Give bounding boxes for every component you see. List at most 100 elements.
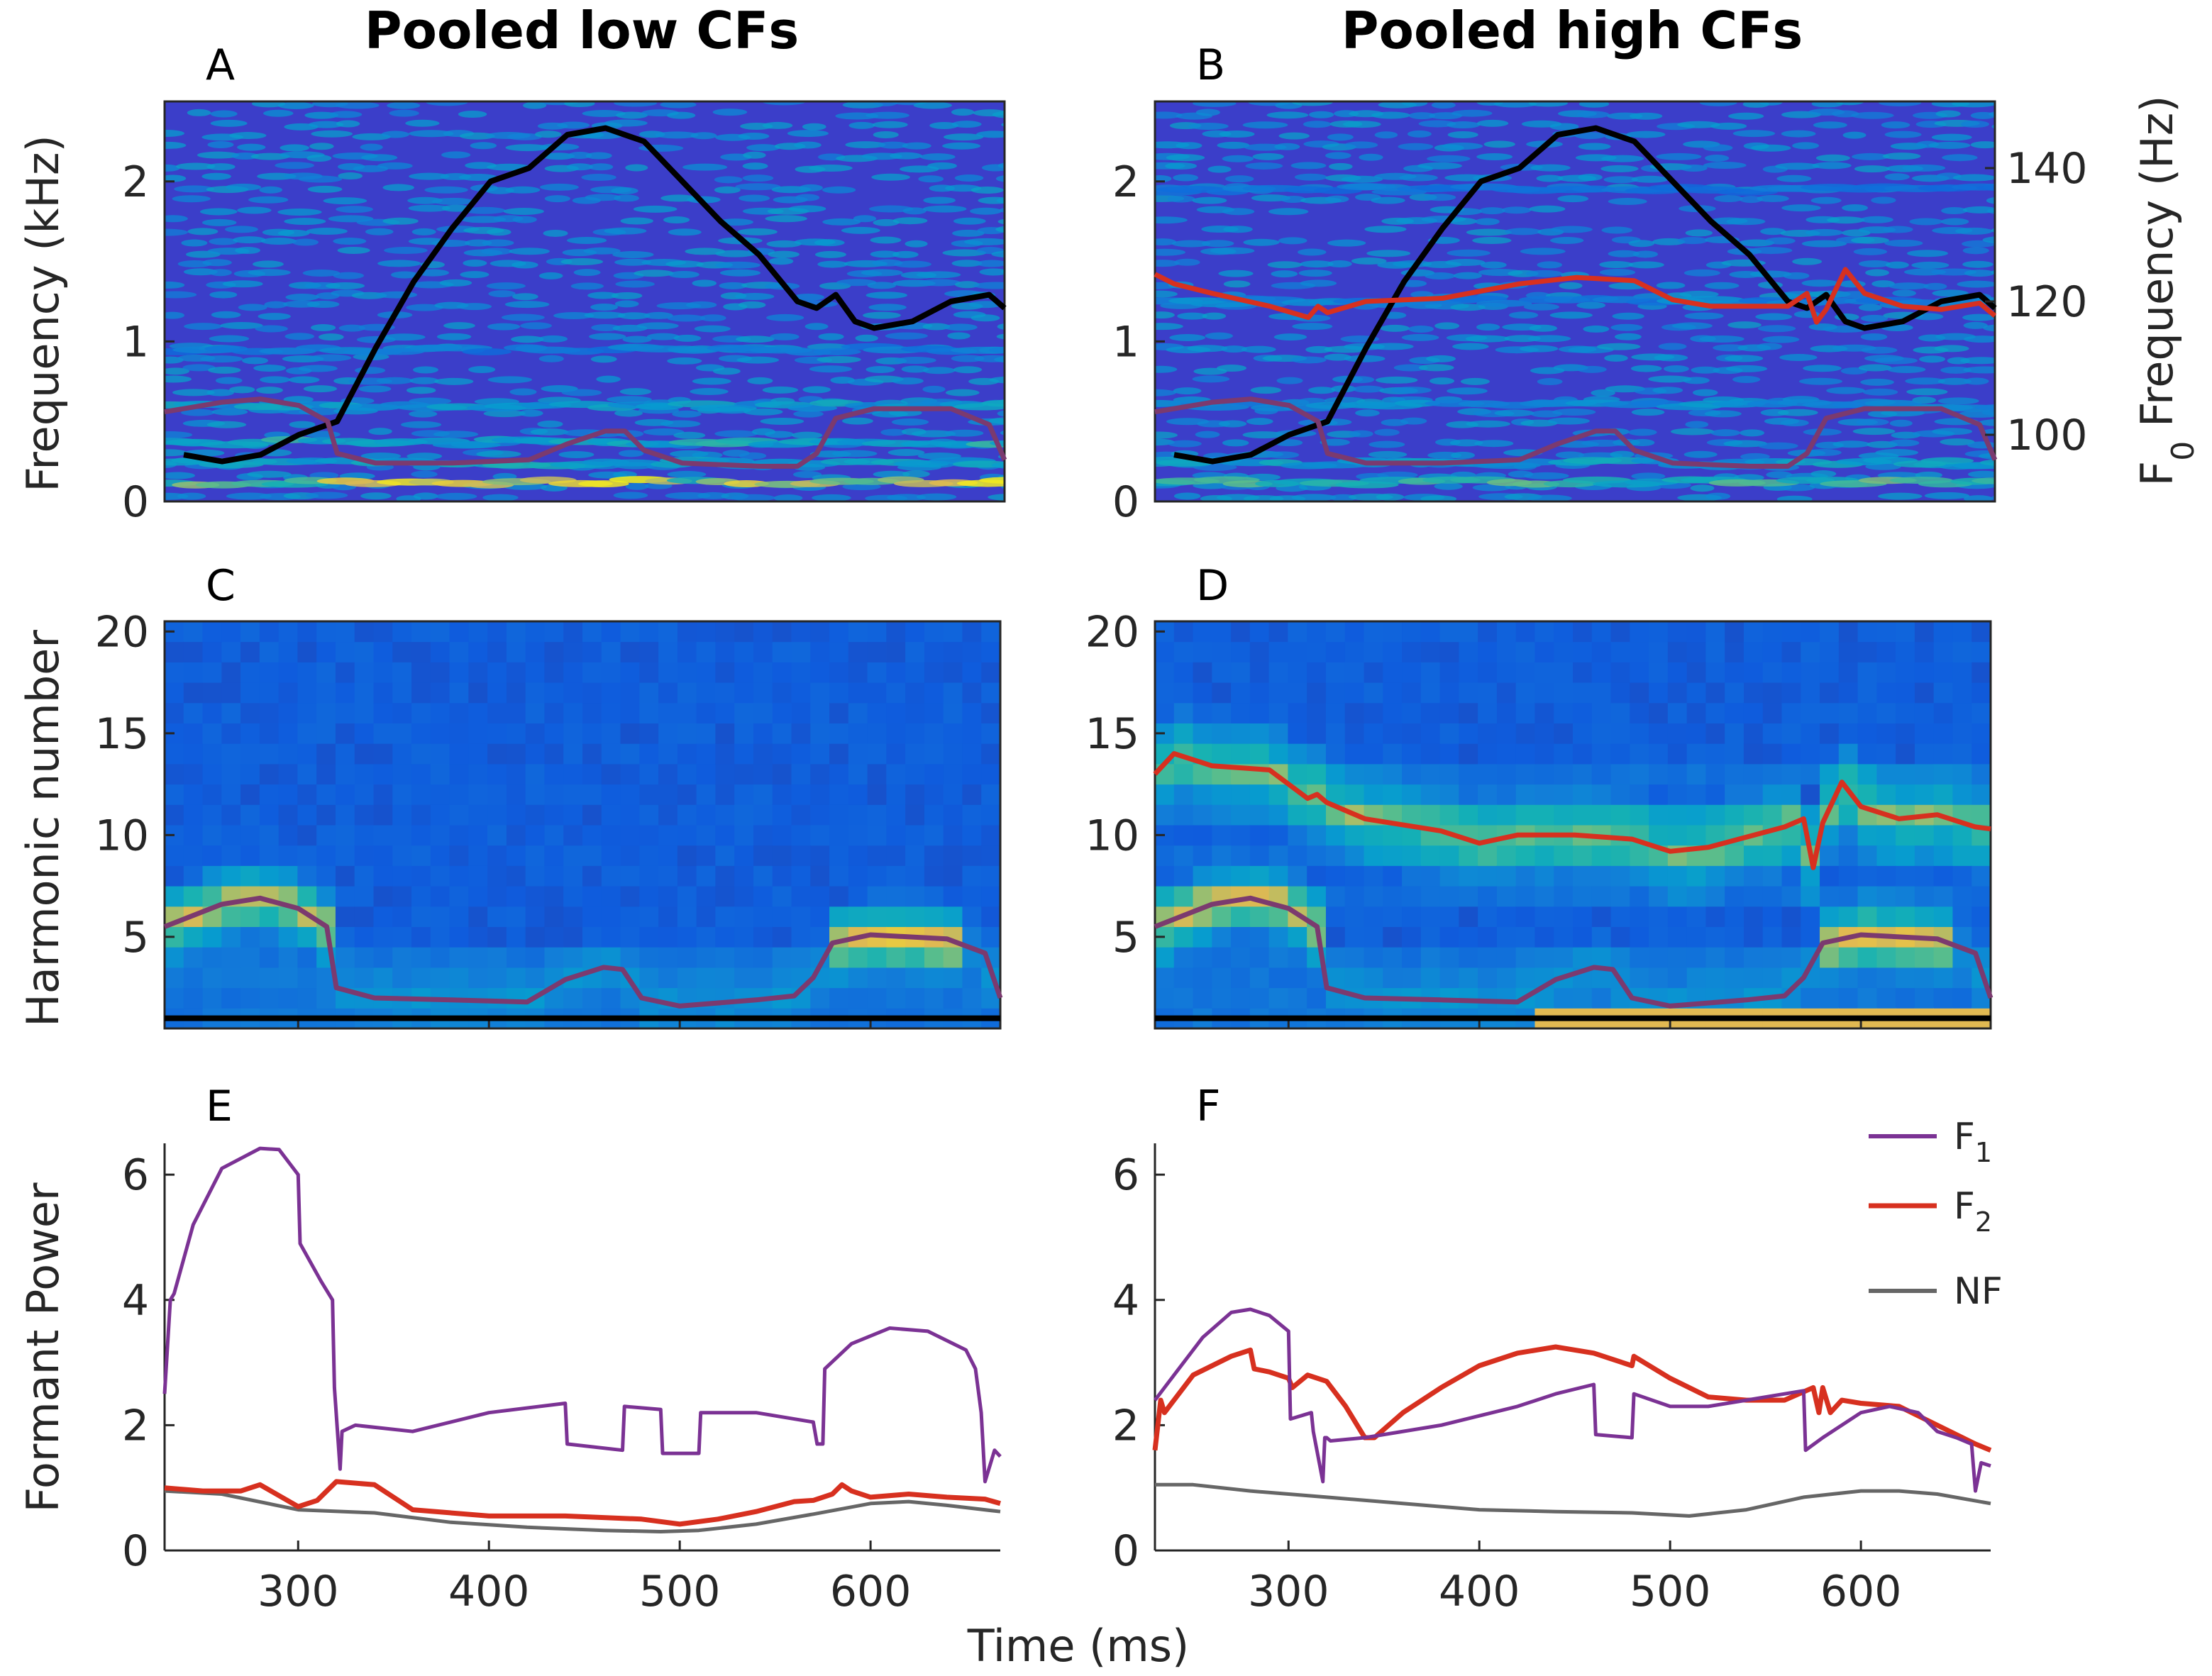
spectrogram-cell: [1424, 272, 1456, 279]
harmonic-cell: [1231, 784, 1251, 805]
harmonic-cell: [1857, 885, 1878, 907]
spectrogram-cell: [945, 389, 980, 396]
spectrogram-cell: [1371, 196, 1405, 204]
harmonic-cell: [468, 824, 489, 846]
harmonic-cell: [1307, 723, 1327, 744]
spectrogram-cell: [306, 228, 348, 235]
harmonic-cell: [1610, 824, 1631, 846]
harmonic-cell: [639, 824, 660, 846]
harmonic-cell: [1554, 702, 1574, 723]
harmonic-cell: [1820, 661, 1840, 683]
harmonic-cell: [677, 621, 697, 643]
harmonic-cell: [183, 885, 204, 907]
harmonic-cell: [1155, 885, 1175, 907]
harmonic-cell: [1439, 621, 1460, 643]
harmonic-cell: [1896, 987, 1915, 1009]
spectrogram-cell: [248, 196, 289, 204]
harmonic-cell: [1288, 763, 1308, 785]
spectrogram-cell: [916, 271, 961, 279]
spectrogram-cell: [1805, 228, 1843, 236]
spectrogram-cell: [1003, 314, 1005, 318]
harmonic-cell: [1857, 845, 1878, 866]
harmonic-cell: [620, 804, 641, 826]
harmonic-cell: [373, 926, 394, 948]
spectrogram-cell: [1188, 122, 1229, 130]
harmonic-cell: [1573, 804, 1593, 826]
harmonic-cell: [1288, 661, 1308, 683]
spectrogram-cell: [1858, 304, 1882, 311]
spectrogram-cell: [1407, 130, 1432, 138]
spectrogram-cell: [210, 110, 238, 118]
harmonic-cell: [165, 661, 184, 683]
spectrogram-cell: [222, 280, 263, 288]
harmonic-cell: [696, 845, 717, 866]
harmonic-cell: [240, 946, 260, 968]
harmonic-cell: [1876, 661, 1897, 683]
harmonic-cell: [1725, 641, 1744, 662]
spectrogram-cell: [1168, 440, 1202, 448]
spectrogram-cell: [1460, 377, 1490, 385]
harmonic-cell: [1610, 661, 1631, 683]
harmonic-cell: [829, 682, 849, 704]
harmonic-cell: [1307, 804, 1327, 826]
spectrogram-cell: [229, 386, 255, 394]
harmonic-cell: [1325, 824, 1346, 846]
spectrogram-cell: [604, 227, 647, 235]
harmonic-cell: [1307, 824, 1327, 846]
harmonic-cell: [1743, 885, 1764, 907]
harmonic-cell: [1743, 784, 1764, 805]
spectrogram-cell: [1192, 196, 1227, 204]
spectrogram-cell: [1884, 131, 1922, 138]
spectrogram-cell: [768, 257, 794, 265]
harmonic-cell: [165, 784, 184, 805]
harmonic-cell: [392, 763, 413, 785]
harmonic-cell: [905, 865, 925, 887]
harmonic-cell: [1857, 682, 1878, 704]
harmonic-cell: [1933, 723, 1954, 744]
spectrogram-cell: [1528, 101, 1568, 107]
harmonic-cell: [905, 906, 925, 927]
spectrogram-cell: [1776, 174, 1812, 182]
harmonic-cell: [1667, 743, 1688, 765]
harmonic-cell: [1686, 824, 1707, 846]
harmonic-cell: [183, 682, 204, 704]
spectrogram-cell: [873, 218, 900, 226]
harmonic-cell: [183, 824, 204, 846]
harmonic-cell: [1193, 784, 1213, 805]
spectrogram-band: [1976, 184, 1995, 192]
harmonic-cell: [1610, 906, 1631, 927]
spectrogram-cell: [1865, 269, 1889, 277]
spectrogram-cell: [918, 175, 944, 183]
harmonic-cell: [1344, 641, 1365, 662]
harmonic-cell: [1610, 865, 1631, 887]
harmonic-cell: [1820, 763, 1840, 785]
spectrogram-cell: [951, 355, 985, 362]
spectrogram-cell: [690, 388, 729, 396]
spectrogram-cell: [318, 333, 344, 341]
harmonic-cell: [639, 926, 660, 948]
harmonic-cell: [772, 784, 792, 805]
harmonic-cell: [639, 865, 660, 887]
harmonic-cell: [1534, 865, 1555, 887]
harmonic-cell: [886, 682, 907, 704]
harmonic-cell: [1952, 865, 1973, 887]
harmonic-cell: [924, 784, 944, 805]
harmonic-cell: [715, 906, 736, 927]
spectrogram-cell: [1957, 280, 1995, 288]
harmonic-cell: [772, 926, 792, 948]
spectrogram-cell: [1783, 514, 1827, 521]
harmonic-cell: [1193, 723, 1213, 744]
harmonic-cell: [544, 621, 565, 643]
spectrogram-cell: [953, 217, 986, 225]
harmonic-cell: [905, 885, 925, 907]
spectrogram-cell: [1400, 417, 1427, 425]
harmonic-cell: [1420, 723, 1441, 744]
harmonic-cell: [1155, 987, 1175, 1009]
harmonic-cell: [981, 621, 1000, 643]
harmonic-cell: [1876, 784, 1897, 805]
spectrogram-cell: [1648, 375, 1692, 383]
harmonic-cell: [316, 641, 336, 662]
spectrogram-cell: [1683, 269, 1720, 277]
harmonic-cell: [1686, 906, 1707, 927]
harmonic-cell: [1725, 906, 1744, 927]
